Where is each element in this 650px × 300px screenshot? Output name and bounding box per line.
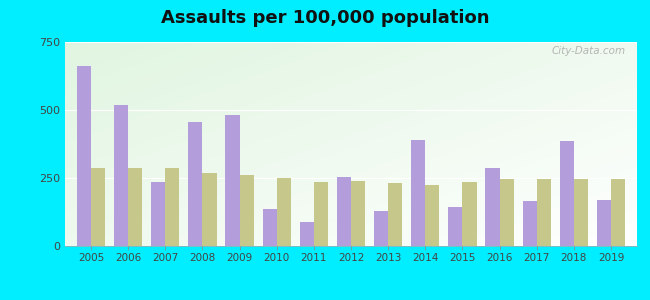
Bar [314, 182, 328, 246]
Bar [537, 179, 551, 246]
Bar [388, 183, 402, 246]
Text: Assaults per 100,000 population: Assaults per 100,000 population [161, 9, 489, 27]
Bar [337, 177, 351, 246]
Bar [91, 169, 105, 246]
Bar [202, 172, 216, 246]
Bar [374, 211, 388, 246]
Bar [188, 122, 202, 246]
Bar [523, 201, 537, 246]
Bar [351, 181, 365, 246]
Bar [462, 182, 476, 246]
Bar [500, 179, 514, 246]
Bar [425, 185, 439, 246]
Text: City-Data.com: City-Data.com [551, 46, 625, 56]
Bar [128, 169, 142, 246]
Bar [611, 178, 625, 246]
Bar [574, 179, 588, 246]
Bar [300, 221, 314, 246]
Bar [597, 200, 611, 246]
Bar [277, 178, 291, 246]
Bar [114, 105, 128, 246]
Bar [240, 175, 254, 246]
Bar [165, 169, 179, 246]
Bar [263, 209, 277, 246]
Bar [560, 141, 574, 246]
Bar [151, 182, 165, 246]
Bar [77, 67, 91, 246]
Bar [226, 116, 240, 246]
Bar [411, 140, 425, 246]
Bar [486, 169, 500, 246]
Bar [448, 207, 462, 246]
